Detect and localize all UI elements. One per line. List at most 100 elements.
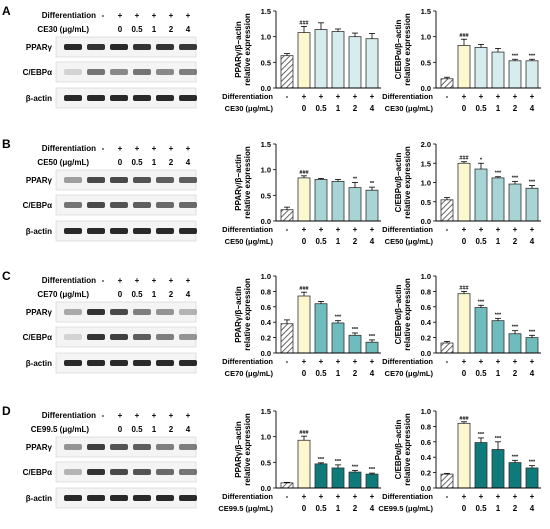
blot-band	[87, 95, 105, 101]
bar	[508, 183, 522, 222]
x-dose-value: 1	[336, 104, 341, 113]
bar	[440, 342, 454, 354]
significance-label: ###	[459, 33, 468, 39]
blot-dose-label: CE30 (μg/mL)	[37, 25, 89, 34]
y-tick-label: 1.0	[261, 433, 271, 442]
y-axis-label: relative expression	[403, 146, 412, 219]
x-differentiation-sign: +	[496, 225, 501, 234]
x-differentiation-sign: +	[479, 492, 484, 501]
panel-d: D Differentiation - + + + + +CE99.5 (μg/mL) 0 0.5…	[2, 404, 541, 513]
y-tick-label: 0.5	[261, 191, 271, 200]
y-tick-label: 0.2	[261, 334, 271, 343]
y-axis-label: C/EBPα/β−actin	[394, 19, 403, 79]
x-differentiation-label: Differentiation	[382, 92, 433, 101]
blot-band	[64, 44, 82, 50]
bar	[525, 337, 539, 354]
y-tick-label: 1.5	[421, 159, 431, 168]
x-differentiation-sign: +	[319, 492, 324, 501]
x-dose-value: 0	[302, 104, 307, 113]
blot-dose-value: 4	[186, 290, 191, 299]
x-dose-value: 2	[353, 369, 358, 378]
bar	[348, 471, 362, 489]
x-dose-value: 1	[336, 237, 341, 246]
blot-band	[110, 95, 128, 101]
bar	[297, 439, 311, 489]
y-tick-label: 0.8	[421, 287, 431, 296]
blot-row-label: C/EBPα	[23, 201, 52, 210]
x-differentiation-sign: -	[446, 225, 449, 234]
x-dose-value: 4	[530, 369, 535, 378]
blot-band	[110, 69, 128, 75]
x-dose-value: 0.5	[475, 237, 487, 246]
blot-band	[87, 228, 105, 234]
bar	[365, 38, 379, 89]
x-differentiation-sign: +	[353, 225, 358, 234]
x-differentiation-sign: -	[286, 357, 289, 366]
y-axis-label: PPARγ/β−actin	[234, 421, 243, 478]
y-tick-label: 0.0	[421, 484, 431, 493]
blot-dose-value: 1	[152, 425, 157, 434]
y-tick-label: 1.5	[261, 140, 271, 149]
y-axis-label: PPARγ/β−actin	[234, 21, 243, 78]
y-axis-label: relative expression	[243, 278, 252, 351]
blot-differentiation-sign: +	[186, 276, 191, 285]
y-axis-label: relative expression	[403, 413, 412, 486]
bar	[314, 463, 328, 489]
blot-differentiation-label: Differentiation	[42, 276, 96, 285]
bar	[491, 51, 505, 89]
x-dose-label: CE70 (μg/mL)	[385, 369, 434, 378]
blot-band	[87, 444, 105, 450]
significance-label: ###	[459, 416, 468, 422]
significance-label: ###	[299, 170, 308, 176]
x-dose-value: 4	[530, 237, 535, 246]
blot-row-label: β-actin	[26, 494, 52, 503]
x-dose-value: 2	[513, 369, 518, 378]
x-differentiation-label: Differentiation	[382, 492, 433, 501]
blot-band	[87, 360, 105, 366]
blot-band	[110, 202, 128, 208]
bar	[331, 31, 345, 89]
blot-differentiation-sign: +	[186, 144, 191, 153]
bar	[525, 60, 539, 89]
blot-dose-value: 0.5	[131, 25, 143, 34]
bar	[525, 467, 539, 489]
significance-label: ***	[335, 315, 342, 321]
y-tick-label: 1.0	[261, 166, 271, 175]
significance-label: ***	[529, 460, 536, 466]
blot-band	[87, 69, 105, 75]
x-differentiation-sign: +	[302, 492, 307, 501]
bar	[297, 32, 311, 89]
x-dose-value: 2	[513, 504, 518, 513]
bar-chart: 0.0 0.5 1.0 1.5 C/EBPα/β−actin relative expre…	[382, 7, 541, 113]
blot-dose-value: 4	[186, 425, 191, 434]
significance-label: ***	[495, 312, 502, 318]
bar-chart: 0.0 0.5 1.0 1.5 PPARγ/β−actin relative expres…	[222, 7, 381, 113]
bar	[457, 162, 471, 222]
significance-label: ***	[495, 171, 502, 177]
x-differentiation-sign: +	[513, 492, 518, 501]
x-differentiation-sign: +	[530, 357, 535, 366]
x-dose-value: 1	[496, 504, 501, 513]
blot-band	[133, 444, 151, 450]
blot-differentiation-label: Differentiation	[42, 411, 96, 420]
y-axis-label: relative expression	[403, 278, 412, 351]
blot-band	[156, 69, 174, 75]
x-differentiation-sign: +	[462, 225, 467, 234]
panel-letter: A	[2, 4, 11, 18]
blot-band	[156, 495, 174, 501]
significance-label: ###	[299, 430, 308, 436]
panel-letter: D	[2, 404, 11, 418]
blot-differentiation-sign: +	[118, 276, 123, 285]
blot-band	[110, 228, 128, 234]
blot-differentiation-sign: +	[135, 411, 140, 420]
y-tick-label: 1.0	[421, 179, 431, 188]
y-tick-label: 1.0	[421, 272, 431, 281]
blot-row-label: PPARγ	[26, 308, 53, 317]
blot-differentiation-sign: +	[169, 411, 174, 420]
blot-band	[179, 177, 197, 183]
x-differentiation-label: Differentiation	[222, 492, 273, 501]
blot-band	[179, 495, 197, 501]
y-axis-label: C/EBPα/β−actin	[394, 284, 403, 344]
x-differentiation-label: Differentiation	[222, 225, 273, 234]
x-dose-label: CE50 (μg/mL)	[225, 237, 274, 246]
